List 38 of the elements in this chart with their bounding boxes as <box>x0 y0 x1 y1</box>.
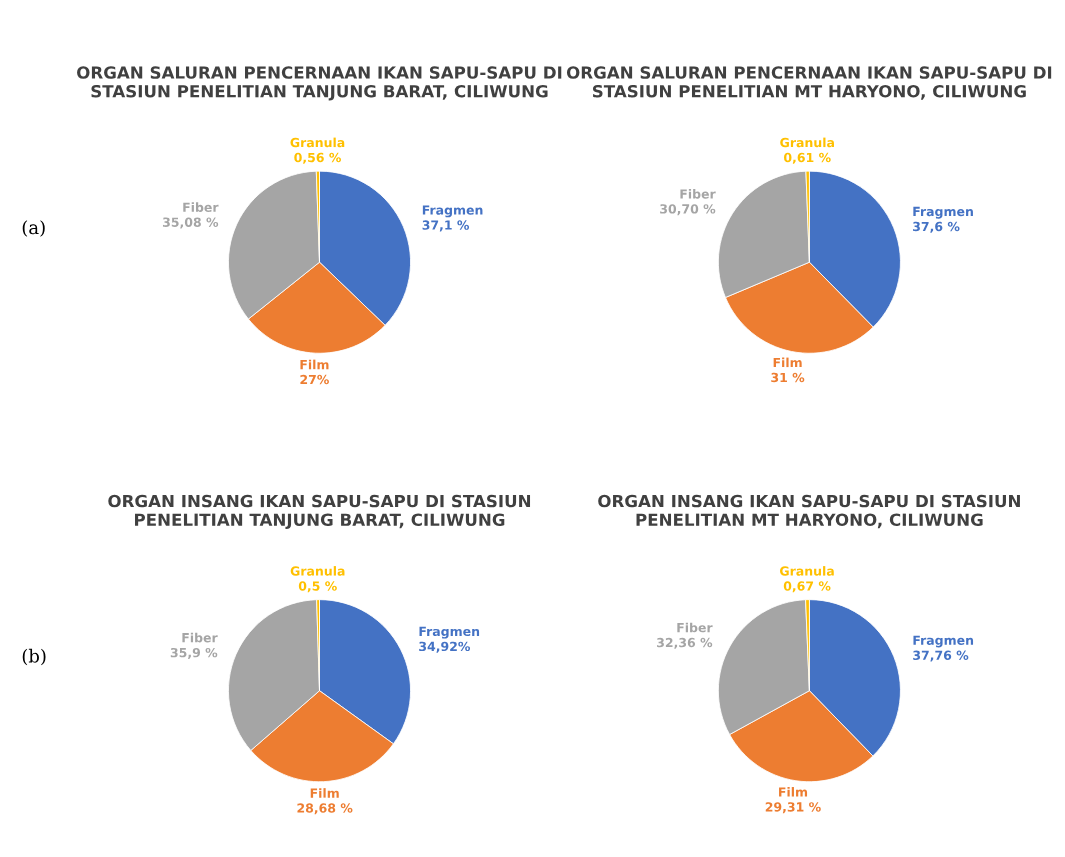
data-label: 37,1 % <box>422 220 470 232</box>
slice-label: Film <box>310 788 339 798</box>
slice-label: Fragmen <box>419 626 480 639</box>
data-label: 31 % <box>771 372 805 383</box>
slice-label: Fragmen <box>422 205 483 218</box>
slice-label: Film <box>779 787 808 797</box>
slice-label: Film <box>300 359 329 370</box>
data-label: 34,92% <box>419 641 471 653</box>
slice-label: Fragmen <box>913 635 974 648</box>
data-label: 0,61 % <box>784 152 831 164</box>
data-label: 0,5 % <box>298 581 337 593</box>
data-label: 0,67 % <box>783 581 831 593</box>
data-label: 0,56 % <box>294 152 341 164</box>
slice-label: Granula <box>780 566 834 576</box>
chart-title: ORGAN SALURAN PENCERNAAN IKAN SAPU-SAPU DI STASIUN PENELITIAN TANJUNG BARAT, CILIWUNG <box>77 66 562 101</box>
slice-label: Granula <box>290 566 345 576</box>
data-label: 27% <box>300 374 329 385</box>
data-label: 29,31 % <box>765 802 821 814</box>
slice-label: Fiber <box>183 202 219 212</box>
chart-title: ORGAN SALURAN PENCERNAAN IKAN SAPU-SAPU DI STASIUN PENELITIAN MT HARYONO, CILIWUNG <box>566 66 1052 100</box>
data-label: 35,9 % <box>170 647 218 659</box>
text: (b) <box>22 648 46 666</box>
data-label: 30,70 % <box>660 204 716 216</box>
slice-label: Film <box>773 357 802 368</box>
chart-title: ORGAN INSANG IKAN SAPU-SAPU DI STASIUN PENELITIAN TANJUNG BARAT, CILIWUNG <box>108 494 531 530</box>
slice-label: Fiber <box>182 632 218 643</box>
slice-label: Fragmen <box>913 206 973 219</box>
slice-label: Fiber <box>680 188 716 199</box>
slice-label: Fiber <box>677 622 713 633</box>
data-label: 37,76 % <box>913 650 969 662</box>
data-label: 37,6 % <box>913 221 960 233</box>
data-label: 35,08 % <box>162 217 219 229</box>
chart-title: ORGAN INSANG IKAN SAPU-SAPU DI STASIUN PENELITIAN MT HARYONO, CILIWUNG <box>598 494 1020 529</box>
data-label: 32,36 % <box>657 637 713 649</box>
slice-label: Granula <box>780 137 834 148</box>
data-label: 28,68 % <box>297 803 353 815</box>
text: (a) <box>22 220 45 237</box>
slice-label: Granula <box>290 137 345 148</box>
